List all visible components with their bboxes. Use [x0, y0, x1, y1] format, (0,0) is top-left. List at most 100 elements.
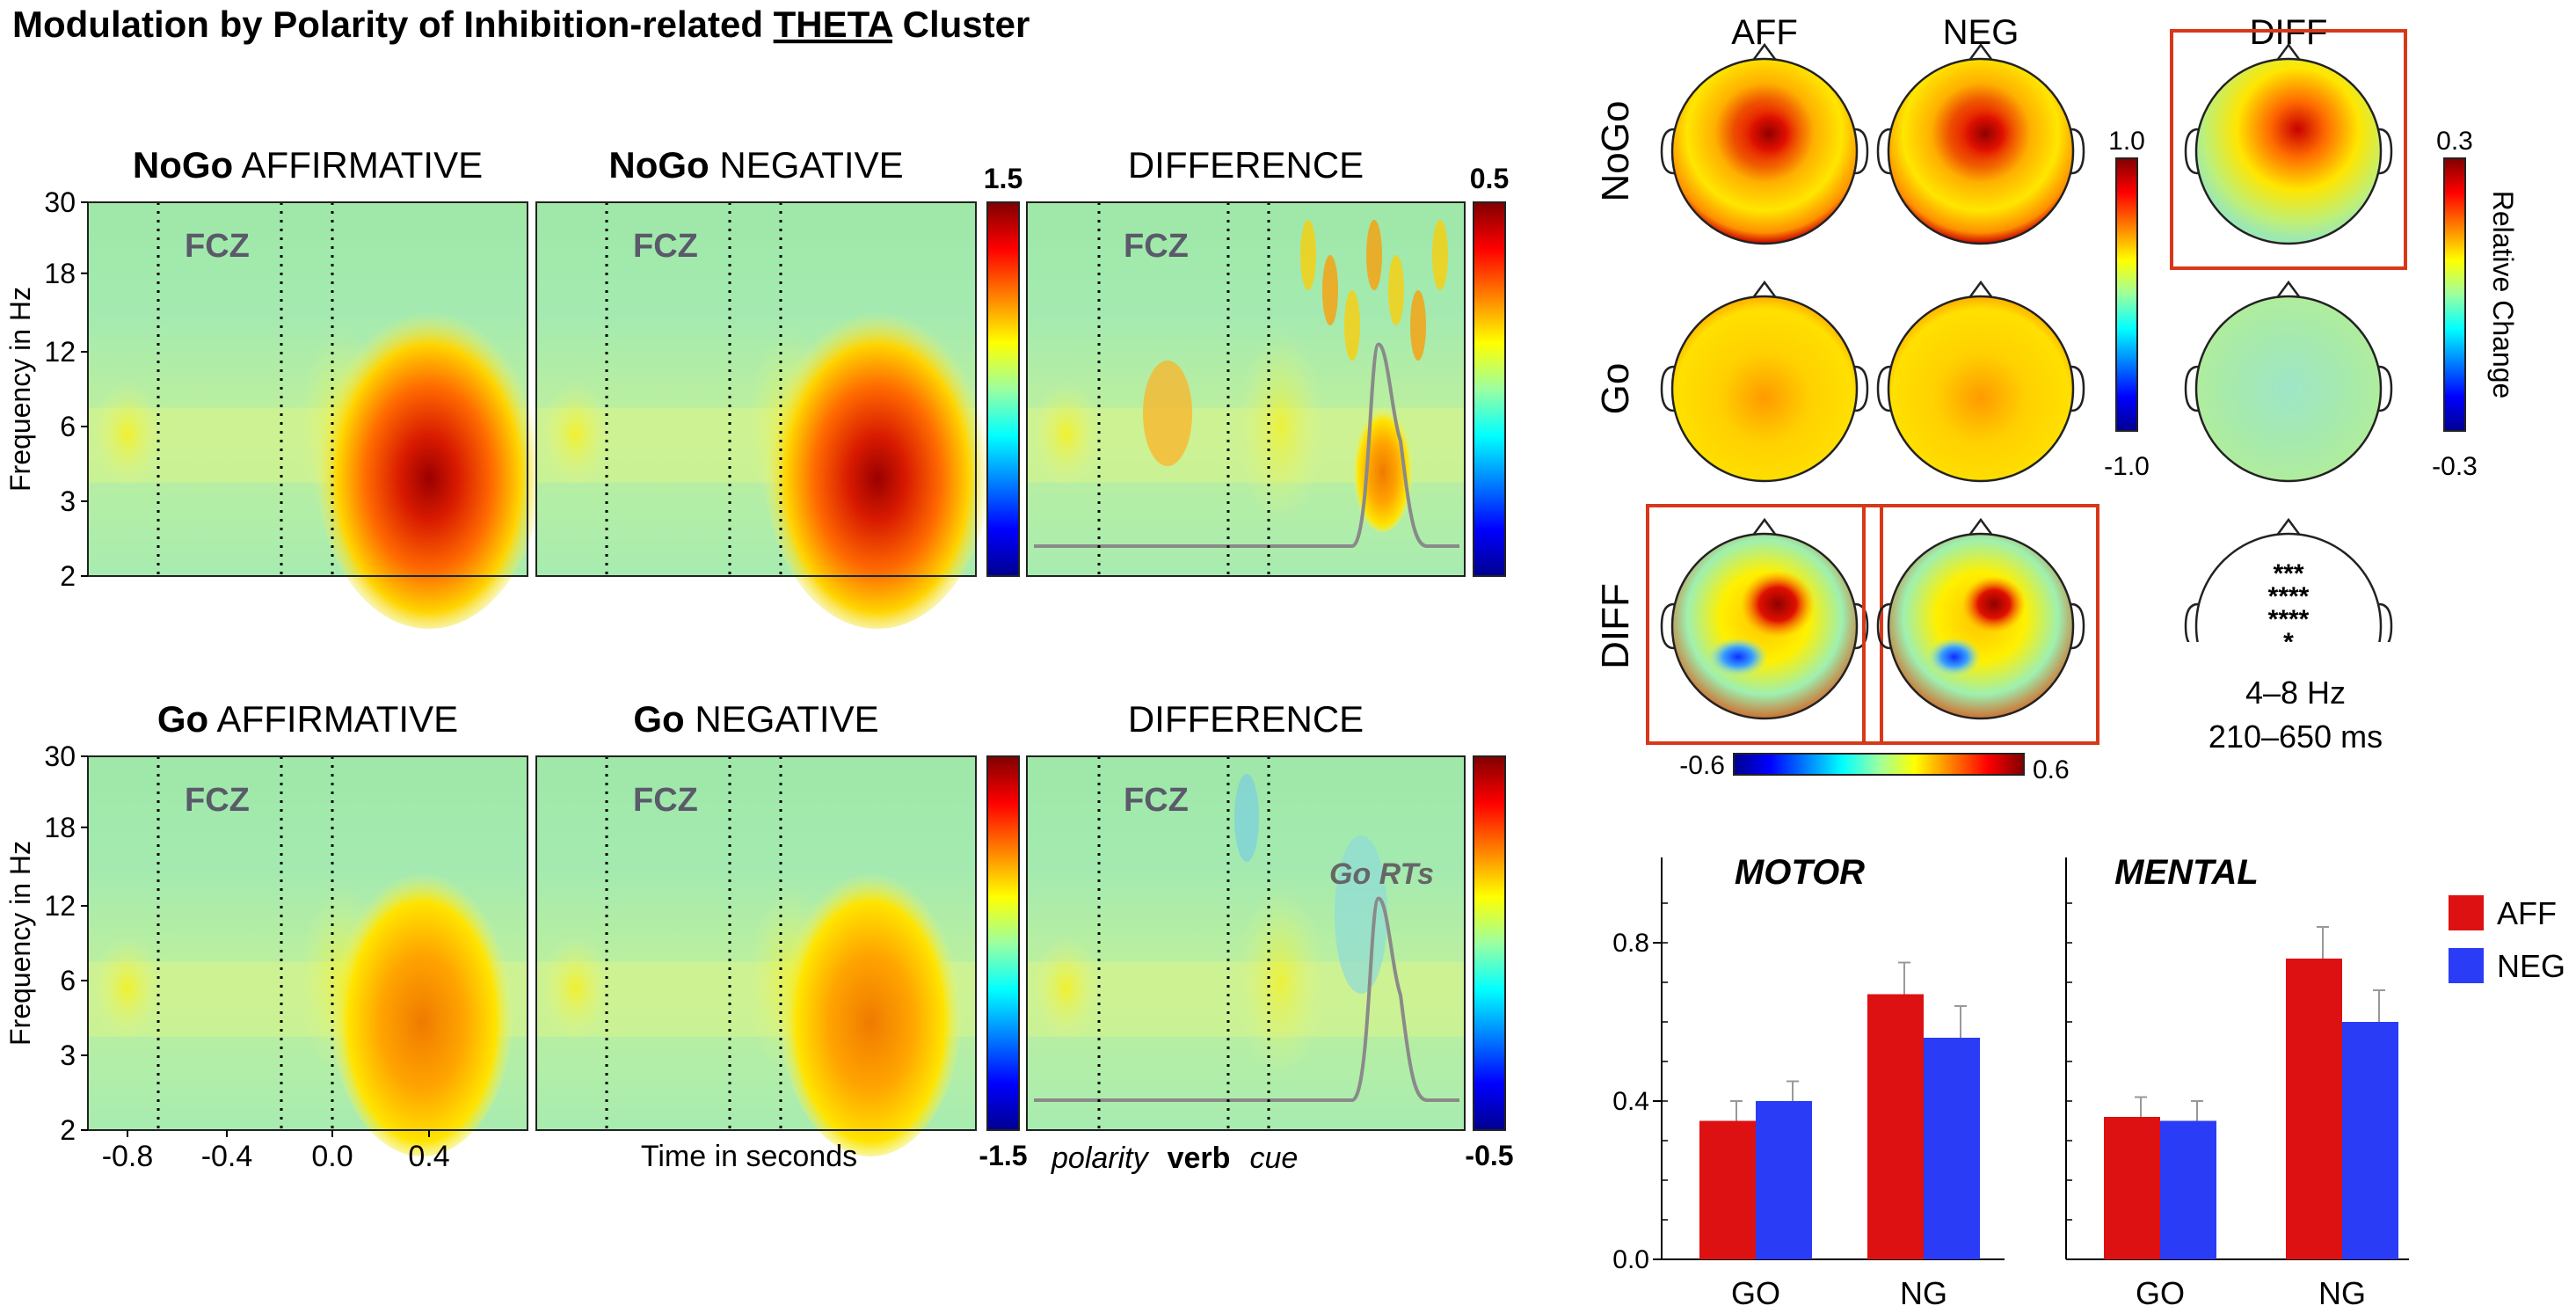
y-tick-label: 12 — [44, 890, 76, 922]
bar-panel: MENTAL GO NG — [2065, 853, 2409, 1311]
bar — [2104, 1117, 2160, 1259]
legend-label: NEG — [2497, 948, 2565, 984]
tf-streak — [1432, 220, 1448, 290]
bar — [1756, 1101, 1812, 1259]
topo-go-diff — [2184, 280, 2393, 483]
nose — [1750, 42, 1779, 62]
y-tick-label: 3 — [60, 1039, 76, 1071]
ear-left — [1876, 602, 1891, 650]
electrode-label: FCZ — [185, 782, 250, 819]
y-tick-label: 3 — [60, 485, 76, 517]
tf-panel-title: DIFFERENCE — [1128, 698, 1364, 740]
y-tick-label: 2 — [60, 1114, 76, 1146]
legend-label: AFF — [2497, 895, 2557, 931]
nose — [2274, 280, 2303, 300]
y-tick-label: 0.4 — [1612, 1087, 1649, 1116]
electrode-label: FCZ — [633, 228, 698, 265]
tf-smudge — [541, 935, 611, 1041]
electrode-label: FCZ — [1124, 228, 1189, 265]
tf-streak — [1234, 774, 1259, 862]
go-rt-curve — [1034, 896, 1459, 1102]
bar — [1699, 1120, 1756, 1259]
x-tick-label: 0.4 — [408, 1140, 449, 1173]
cluster-electrode-marks: **** — [2268, 582, 2310, 611]
tf-panel-frame — [1026, 201, 1466, 577]
tf-streak — [1410, 290, 1426, 361]
tf-smudge — [1236, 330, 1325, 523]
topo-nogo-diff — [2170, 29, 2407, 270]
colorbar-min: -0.5 — [1465, 1140, 1513, 1171]
nose — [1750, 517, 1779, 537]
event-cue: cue — [1249, 1142, 1298, 1175]
y-axis-label: Frequency in Hz — [4, 841, 36, 1046]
tf-activation-blob — [315, 295, 543, 629]
scalp-spot — [1741, 571, 1815, 638]
topo-go-neg — [1876, 280, 2085, 483]
category-label: GO — [2136, 1275, 2185, 1311]
ear-right — [2070, 365, 2085, 412]
tf-colorbar — [1473, 201, 1506, 577]
scalp-map — [1670, 295, 1859, 483]
significance-box — [2170, 29, 2407, 270]
tf-activation-blob — [1143, 361, 1192, 466]
ear-left — [1660, 128, 1675, 175]
scalp-map — [2194, 57, 2383, 245]
tf-smudge — [541, 381, 611, 487]
topo-nogo-aff — [1660, 42, 1869, 245]
mask — [2179, 642, 2398, 730]
scalp-map — [1887, 295, 2075, 483]
tf-panel-frame — [87, 755, 528, 1131]
tf-smudge — [92, 935, 163, 1041]
title-rest: DIFFERENCE — [1128, 698, 1364, 740]
nose — [2274, 42, 2303, 62]
ear-left — [1876, 128, 1891, 175]
x-tick-label: -0.8 — [102, 1140, 154, 1173]
tf-panel: FCZ Go NEGATIVE — [535, 698, 977, 1156]
nose — [1967, 280, 1995, 300]
category-label: NG — [1900, 1275, 1947, 1311]
bar — [2160, 1120, 2216, 1259]
category-label: GO — [1731, 1275, 1780, 1311]
bar-panel-title: MOTOR — [1735, 853, 1865, 892]
tf-streak — [1388, 255, 1404, 325]
nose — [1967, 42, 1995, 62]
bar — [2342, 1022, 2398, 1259]
tf-smudge — [1236, 884, 1325, 1077]
nose — [2274, 517, 2303, 537]
title-rest: NEGATIVE — [685, 698, 879, 740]
ear-right — [2070, 602, 2085, 650]
scalp-spot — [1708, 638, 1768, 676]
category-label: NG — [2318, 1275, 2366, 1311]
tf-panel-title: NoGo NEGATIVE — [608, 144, 903, 186]
colorbar-max: 0.3 — [2436, 127, 2473, 156]
topo-diff-neg — [1862, 504, 2099, 745]
tf-panel-title: Go NEGATIVE — [633, 698, 878, 740]
tf-panel-frame — [87, 201, 528, 577]
ear-left — [2184, 365, 2199, 412]
cluster-electrode-marks: **** — [2268, 605, 2310, 634]
tf-colorbar — [986, 755, 1020, 1131]
ear-right — [2378, 365, 2393, 412]
ear-right — [1854, 602, 1869, 650]
bar-chart: MOTOR GO NG MENTAL GO NG 0.8 0.4 0.0 AFF NEG — [1612, 853, 2565, 1311]
cluster-time: 210–650 ms — [2209, 719, 2383, 755]
tf-streak — [1322, 255, 1338, 325]
electrode-label: FCZ — [633, 782, 698, 819]
title-bold: Go — [157, 698, 208, 740]
topo-nogo-neg — [1876, 42, 2085, 245]
significance-box — [1646, 504, 1883, 745]
tf-panel: FCZ Go AFFIRMATIVE — [87, 698, 528, 1156]
go-rt-label: Go RTs — [1329, 857, 1434, 891]
tf-panel-frame — [535, 201, 977, 577]
colorbar-max: 1.5 — [984, 163, 1022, 194]
tf-panel: FCZ DIFFERENCE — [1026, 144, 1466, 577]
scalp-spot — [1950, 100, 2020, 167]
cluster-frequency: 4–8 Hz — [2245, 675, 2346, 711]
ear-right — [1854, 128, 1869, 175]
tf-panel-frame — [1026, 755, 1466, 1131]
tf-panel: FCZ DIFFERENCE — [1026, 698, 1466, 1131]
title-rest: AFFIRMATIVE — [208, 698, 458, 740]
title-rest: NEGATIVE — [709, 144, 904, 186]
topo-diff-aff — [1646, 504, 1883, 745]
figure-title: Modulation by Polarity of Inhibition-rel… — [12, 4, 1030, 45]
